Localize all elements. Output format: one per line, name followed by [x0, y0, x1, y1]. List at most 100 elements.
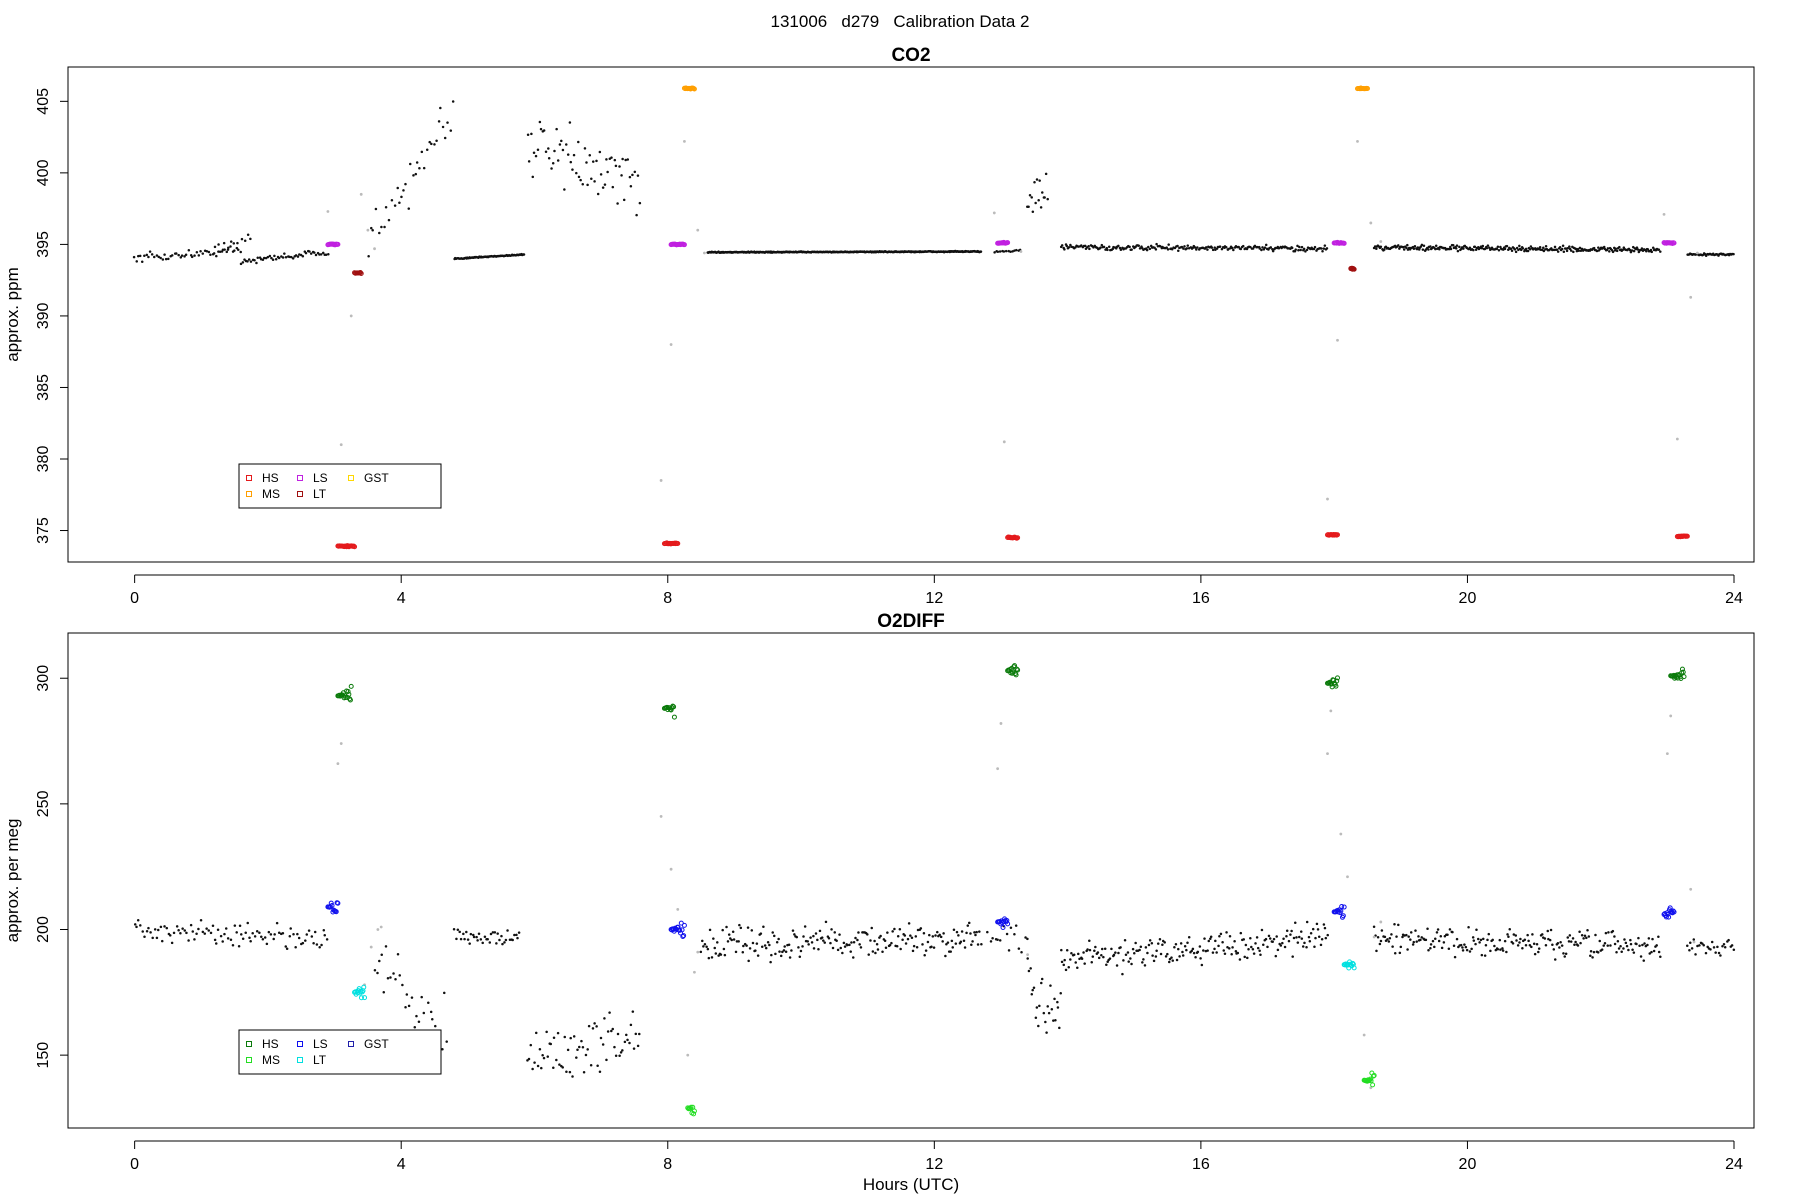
ambient-point — [1716, 945, 1719, 949]
ambient-point — [1594, 933, 1597, 937]
ambient-point — [1566, 247, 1570, 250]
ambient-point — [730, 938, 733, 942]
ambient-point — [1447, 947, 1451, 951]
ambient-point — [1580, 933, 1584, 937]
calibration-point-lt — [358, 270, 364, 276]
ambient-point — [239, 262, 243, 266]
ambient-point — [903, 934, 907, 937]
ambient-point — [701, 939, 704, 943]
ambient-point — [1544, 944, 1548, 947]
calibration-point-ls — [328, 900, 334, 906]
ambient-point — [812, 947, 816, 950]
ambient-point — [1074, 961, 1077, 964]
ambient-point — [1659, 250, 1662, 253]
ambient-point — [1719, 954, 1722, 957]
ambient-point — [218, 250, 222, 254]
ambient-point — [561, 1066, 564, 1069]
calibration-point-ls — [681, 933, 687, 939]
calibration-point-ls — [678, 920, 684, 926]
ambient-point — [582, 1071, 586, 1074]
ambient-point — [1659, 955, 1662, 958]
ambient-point — [581, 1045, 585, 1049]
ambient-point — [392, 972, 395, 975]
ambient-point — [620, 174, 623, 177]
flush-point — [686, 1053, 690, 1057]
ambient-point — [1512, 933, 1516, 936]
ambient-point — [1406, 243, 1409, 247]
ambient-point — [516, 936, 519, 940]
calibration-point-hs — [1679, 666, 1685, 672]
ambient-point — [1311, 927, 1315, 931]
ambient-point — [766, 941, 770, 944]
ambient-point — [842, 941, 846, 945]
ambient-point — [1580, 247, 1584, 251]
ambient-point — [1572, 250, 1575, 254]
y-tick-label: 405 — [35, 88, 52, 115]
calibration-point-ms — [691, 1108, 697, 1114]
calibration-point-ls — [335, 241, 341, 247]
ambient-point — [830, 928, 833, 931]
ambient-point — [1405, 933, 1408, 937]
ambient-point — [946, 941, 950, 944]
ambient-point — [986, 930, 989, 934]
ambient-point — [1233, 939, 1236, 943]
ambient-point — [611, 185, 615, 189]
ambient-point — [261, 258, 265, 261]
ambient-point — [930, 945, 933, 949]
ambient-point — [183, 929, 187, 932]
ambient-point — [489, 932, 493, 936]
ambient-point — [1091, 955, 1095, 958]
ambient-point — [407, 1004, 411, 1008]
ambient-point — [1704, 951, 1708, 955]
ambient-point — [1553, 958, 1557, 961]
ambient-point — [417, 1020, 421, 1024]
ambient-point — [599, 173, 603, 176]
ambient-point — [1503, 247, 1507, 251]
ambient-point — [477, 932, 481, 936]
ambient-point — [1070, 952, 1073, 955]
ambient-point — [1114, 951, 1117, 954]
ambient-point — [139, 924, 142, 927]
ambient-point — [818, 929, 822, 933]
ambient-point — [1080, 244, 1083, 247]
ambient-point — [486, 937, 489, 941]
ambient-point — [1524, 247, 1528, 251]
ambient-point — [1415, 940, 1418, 943]
ambient-point — [294, 254, 298, 257]
ambient-point — [1221, 941, 1224, 944]
ambient-point — [1206, 248, 1209, 251]
ambient-point — [1714, 951, 1717, 954]
ambient-point — [195, 932, 198, 935]
flush-point — [1379, 920, 1383, 924]
ambient-point — [1254, 942, 1257, 945]
ambient-point — [534, 1031, 538, 1035]
legend-box — [238, 1029, 442, 1075]
ambient-point — [1558, 245, 1562, 249]
ambient-point — [1571, 937, 1575, 940]
ambient-point — [1376, 936, 1380, 939]
ambient-point — [558, 143, 562, 146]
ambient-point — [955, 930, 959, 934]
ambient-point — [221, 940, 224, 943]
ambient-point — [1175, 958, 1179, 962]
ambient-point — [891, 930, 894, 933]
ambient-point — [321, 251, 325, 255]
ambient-point — [1568, 247, 1572, 251]
ambient-point — [605, 1058, 608, 1062]
ambient-point — [229, 938, 233, 941]
ambient-point — [1059, 991, 1062, 995]
ambient-point — [626, 158, 630, 161]
ambient-point — [1277, 246, 1281, 250]
ambient-point — [539, 127, 543, 131]
ambient-point — [1651, 246, 1655, 250]
ambient-point — [936, 930, 939, 934]
ambient-point — [1154, 248, 1158, 251]
ambient-point — [445, 1040, 448, 1043]
ambient-point — [205, 927, 208, 930]
ambient-point — [226, 937, 230, 940]
ambient-point — [211, 924, 215, 928]
ambient-point — [179, 932, 182, 935]
ambient-point — [1435, 931, 1439, 934]
calibration-point-ms — [691, 86, 697, 92]
ambient-point — [189, 923, 193, 927]
